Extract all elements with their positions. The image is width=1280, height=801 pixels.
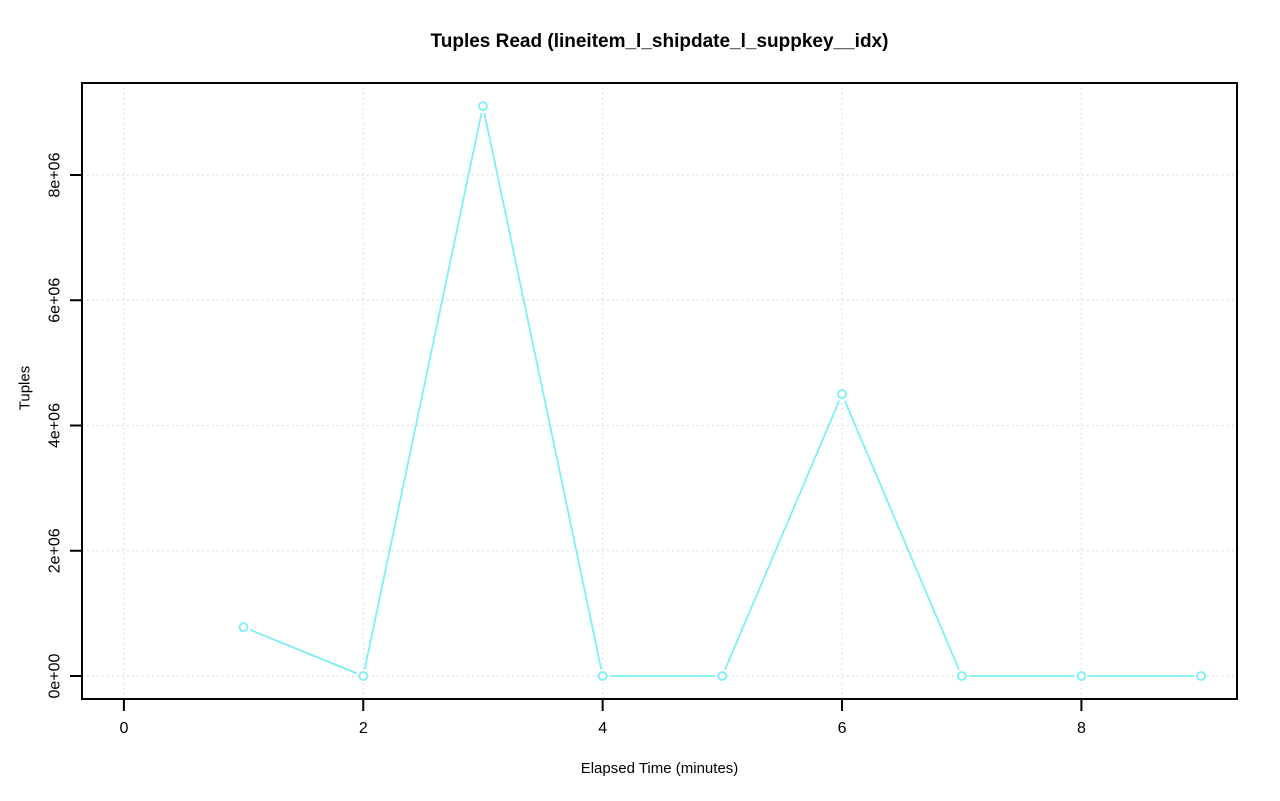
x-tick-label: 8 [1077, 720, 1086, 737]
data-point-marker [837, 389, 847, 400]
x-tick-label: 2 [359, 720, 368, 737]
chart-title: Tuples Read (lineitem_l_shipdate_l_suppk… [430, 31, 889, 52]
y-tick-label: 6e+06 [47, 278, 64, 323]
series-line-segment [724, 400, 841, 670]
y-tick-label: 0e+00 [47, 653, 64, 698]
series-line-segment [363, 112, 483, 670]
y-axis-label: Tuples [16, 365, 34, 411]
series-line-segment [483, 112, 603, 670]
data-point-marker [358, 671, 369, 681]
data-point-marker [717, 671, 728, 681]
data-point-marker [1076, 671, 1087, 681]
data-point-marker [956, 671, 967, 681]
series-line-segment [249, 628, 358, 675]
y-tick-label: 2e+06 [47, 528, 64, 573]
y-tick-label: 8e+06 [47, 152, 64, 197]
series-line-segment [843, 400, 960, 670]
data-point-marker [478, 101, 488, 112]
data-point-marker [1196, 671, 1206, 681]
x-axis-label: Elapsed Time (minutes) [580, 760, 739, 777]
data-point-marker [597, 671, 608, 681]
data-point-marker [238, 622, 249, 633]
y-tick-label: 4e+06 [47, 403, 64, 448]
plot-border [81, 82, 1238, 700]
x-tick-label: 4 [598, 720, 607, 737]
x-tick-label: 0 [119, 720, 128, 737]
x-tick-label: 6 [838, 720, 847, 737]
